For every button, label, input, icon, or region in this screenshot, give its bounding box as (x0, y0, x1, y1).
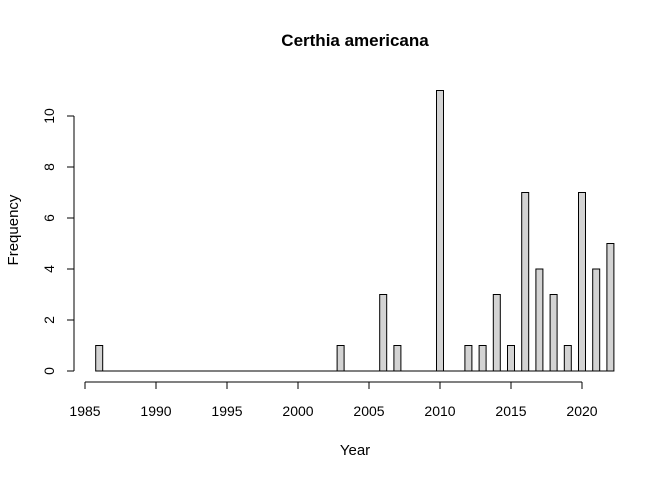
bar-2015 (507, 345, 515, 372)
x-tick-label-1990: 1990 (140, 403, 171, 419)
x-tick-label-1985: 1985 (69, 403, 100, 419)
x-axis: 1985 1990 1995 2000 2005 2010 2015 2020 (69, 381, 598, 419)
y-axis: 0 2 4 6 8 10 (41, 108, 75, 375)
bar-2012 (464, 345, 473, 372)
y-tick-label-0: 0 (41, 367, 57, 375)
bar-2017 (535, 268, 544, 372)
bar-2022 (606, 243, 615, 372)
bar-2003 (336, 345, 345, 372)
bars-group (95, 90, 615, 372)
x-axis-label: Year (340, 442, 370, 459)
bar-2010 (436, 90, 444, 372)
bar-2020 (578, 192, 586, 372)
bar-2021 (592, 268, 601, 372)
chart-title: Certhia americana (281, 31, 429, 50)
x-tick-label-1995: 1995 (211, 403, 242, 419)
bar-1986 (95, 345, 104, 372)
bar-2014 (492, 294, 501, 372)
bar-2006 (379, 294, 388, 372)
bar-2016 (521, 192, 530, 372)
bar-2007 (393, 345, 402, 372)
y-tick-label-10: 10 (41, 108, 57, 124)
bar-2018 (549, 294, 558, 372)
bar-2019 (563, 345, 572, 372)
y-axis-label: Frequency (5, 194, 22, 265)
bar-2013 (478, 345, 487, 372)
y-tick-label-2: 2 (41, 316, 57, 324)
y-tick-label-6: 6 (41, 214, 57, 222)
x-tick-label-2005: 2005 (353, 403, 384, 419)
y-tick-label-4: 4 (41, 265, 57, 273)
x-tick-label-2010: 2010 (424, 403, 455, 419)
x-tick-label-2020: 2020 (566, 403, 597, 419)
x-tick-label-2015: 2015 (495, 403, 526, 419)
x-tick-label-2000: 2000 (282, 403, 313, 419)
y-tick-label-8: 8 (41, 163, 57, 171)
